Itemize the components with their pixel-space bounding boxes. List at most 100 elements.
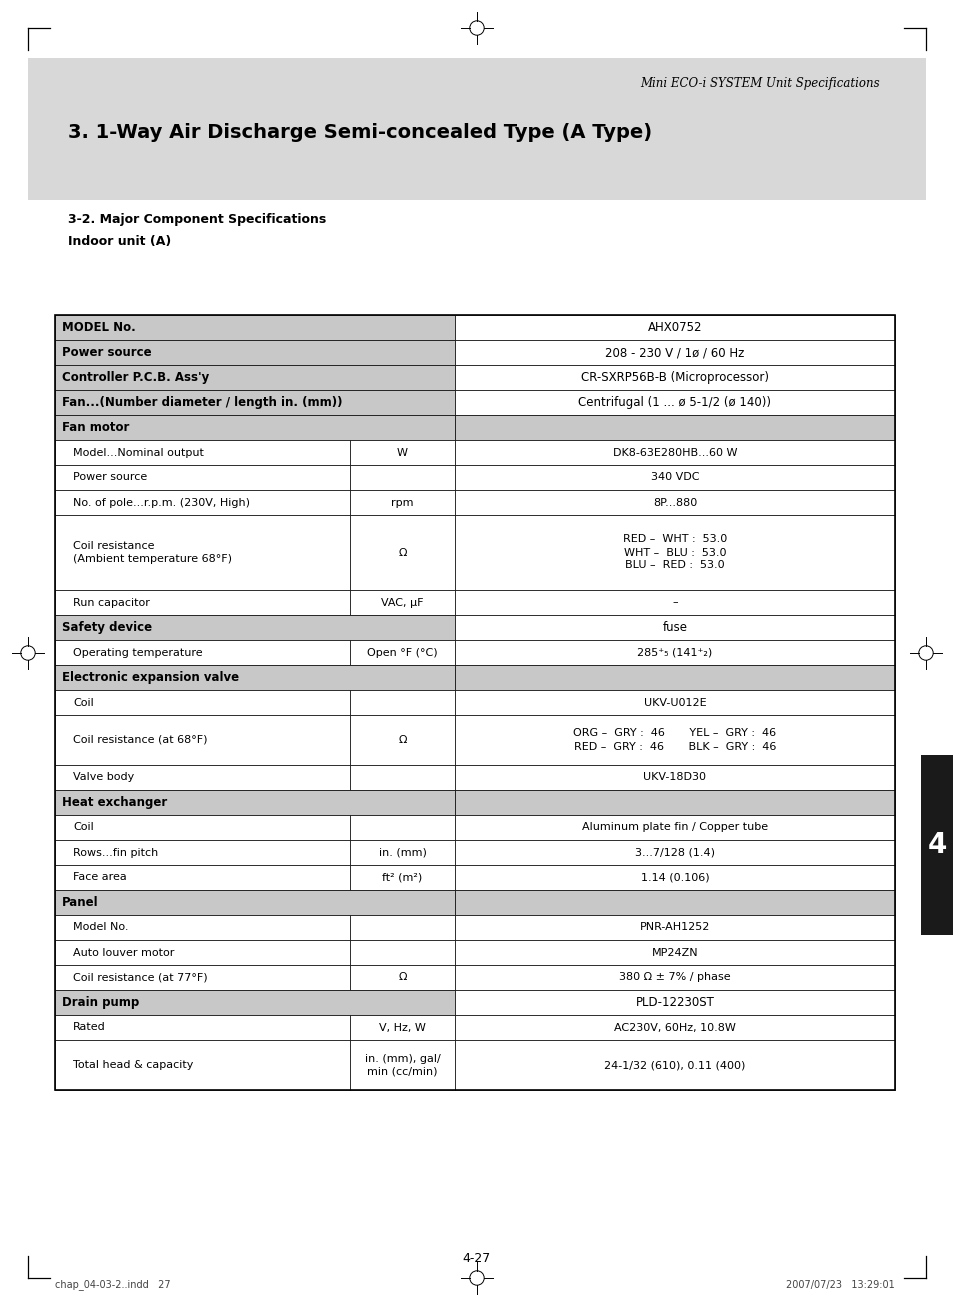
Text: BLU –  RED :  53.0: BLU – RED : 53.0 (624, 560, 724, 571)
Text: Ω: Ω (397, 973, 406, 982)
Text: PNR-AH1252: PNR-AH1252 (639, 922, 709, 932)
Text: RED –  WHT :  53.0: RED – WHT : 53.0 (622, 534, 726, 545)
Text: Rated: Rated (73, 1023, 106, 1033)
Text: in. (mm): in. (mm) (378, 848, 426, 858)
Text: 2007/07/23   13:29:01: 2007/07/23 13:29:01 (785, 1280, 894, 1290)
Bar (455, 315, 894, 340)
Bar (455, 790, 894, 815)
Bar (350, 965, 455, 990)
Bar (455, 916, 894, 940)
Bar (455, 1015, 894, 1040)
Text: Rows...fin pitch: Rows...fin pitch (73, 848, 158, 858)
Bar (55, 490, 350, 515)
Text: Safety device: Safety device (62, 620, 152, 633)
Bar (55, 665, 455, 690)
Text: Coil: Coil (73, 823, 93, 832)
Text: UKV-U012E: UKV-U012E (643, 697, 705, 708)
Text: Fan...(Number diameter / length in. (mm)): Fan...(Number diameter / length in. (mm)… (62, 396, 342, 409)
Text: WHT –  BLU :  53.0: WHT – BLU : 53.0 (623, 547, 725, 558)
Bar (455, 515, 894, 590)
Bar (455, 690, 894, 714)
Bar (55, 940, 350, 965)
Bar (350, 590, 455, 615)
Text: 24-1/32 (610), 0.11 (400): 24-1/32 (610), 0.11 (400) (603, 1060, 745, 1070)
Text: AC230V, 60Hz, 10.8W: AC230V, 60Hz, 10.8W (614, 1023, 735, 1033)
Text: Coil resistance: Coil resistance (73, 541, 154, 551)
Text: Ω: Ω (397, 735, 406, 744)
Bar (55, 515, 350, 590)
Text: Power source: Power source (73, 473, 147, 482)
Text: fuse: fuse (661, 620, 687, 633)
Bar (350, 815, 455, 840)
Text: min (cc/min): min (cc/min) (367, 1067, 437, 1076)
Bar (455, 990, 894, 1015)
Bar (55, 340, 455, 364)
Bar (455, 965, 894, 990)
Text: Ω: Ω (397, 547, 406, 558)
Text: 285⁺₅ (141⁺₂): 285⁺₅ (141⁺₂) (637, 648, 712, 657)
Text: 3...7/128 (1.4): 3...7/128 (1.4) (635, 848, 714, 858)
Bar (55, 465, 350, 490)
Text: in. (mm), gal/: in. (mm), gal/ (364, 1054, 440, 1063)
Text: Coil resistance (at 68°F): Coil resistance (at 68°F) (73, 735, 208, 744)
Text: 8P...880: 8P...880 (652, 498, 697, 508)
Text: 4-27: 4-27 (462, 1251, 491, 1264)
Text: ORG –  GRY :  46       YEL –  GRY :  46: ORG – GRY : 46 YEL – GRY : 46 (573, 729, 776, 738)
Bar (55, 916, 350, 940)
Bar (455, 615, 894, 640)
Text: 380 Ω ± 7% / phase: 380 Ω ± 7% / phase (618, 973, 730, 982)
Bar (455, 889, 894, 916)
Bar (455, 940, 894, 965)
Bar (55, 889, 455, 916)
Text: Panel: Panel (62, 896, 98, 909)
Bar (55, 965, 350, 990)
Text: Power source: Power source (62, 346, 152, 359)
Text: Valve body: Valve body (73, 773, 134, 782)
Text: Drain pump: Drain pump (62, 996, 139, 1010)
Text: –: – (672, 598, 677, 607)
Text: 340 VDC: 340 VDC (650, 473, 699, 482)
Text: MODEL No.: MODEL No. (62, 321, 135, 334)
Bar (55, 390, 455, 415)
Text: Controller P.C.B. Ass'y: Controller P.C.B. Ass'y (62, 371, 209, 384)
Bar (350, 765, 455, 790)
Bar (55, 440, 350, 465)
Bar (55, 315, 894, 1091)
Bar (55, 840, 350, 865)
Text: Run capacitor: Run capacitor (73, 598, 150, 607)
Bar (350, 690, 455, 714)
Text: No. of pole...r.p.m. (230V, High): No. of pole...r.p.m. (230V, High) (73, 498, 250, 508)
Bar (28, 57, 925, 200)
Text: Auto louver motor: Auto louver motor (73, 947, 174, 957)
Text: Electronic expansion valve: Electronic expansion valve (62, 671, 239, 684)
Bar (455, 415, 894, 440)
Text: Face area: Face area (73, 872, 127, 883)
Text: 1.14 (0.106): 1.14 (0.106) (640, 872, 709, 883)
Text: chap_04-03-2..indd   27: chap_04-03-2..indd 27 (55, 1280, 171, 1290)
Bar (55, 640, 350, 665)
Text: UKV-18D30: UKV-18D30 (643, 773, 706, 782)
Bar (55, 865, 350, 889)
Bar (55, 690, 350, 714)
Bar (55, 714, 350, 765)
Bar (455, 1040, 894, 1091)
Text: rpm: rpm (391, 498, 414, 508)
Text: Model...Nominal output: Model...Nominal output (73, 448, 204, 457)
Text: Model No.: Model No. (73, 922, 129, 932)
Text: Centrifugal (1 ... ø 5-1/2 (ø 140)): Centrifugal (1 ... ø 5-1/2 (ø 140)) (578, 396, 771, 409)
Bar (350, 1040, 455, 1091)
Text: Operating temperature: Operating temperature (73, 648, 202, 657)
Bar (455, 390, 894, 415)
Bar (55, 364, 455, 390)
Bar (55, 815, 350, 840)
Text: Mini ECO-i SYSTEM Unit Specifications: Mini ECO-i SYSTEM Unit Specifications (639, 77, 879, 90)
Bar (55, 415, 455, 440)
Bar (350, 840, 455, 865)
Text: MP24ZN: MP24ZN (651, 947, 698, 957)
Bar (455, 714, 894, 765)
Text: CR-SXRP56B-B (Microprocessor): CR-SXRP56B-B (Microprocessor) (580, 371, 768, 384)
Bar (920, 755, 953, 935)
Bar (455, 865, 894, 889)
Text: 3. 1-Way Air Discharge Semi-concealed Type (A Type): 3. 1-Way Air Discharge Semi-concealed Ty… (68, 124, 652, 142)
Text: Open °F (°C): Open °F (°C) (367, 648, 437, 657)
